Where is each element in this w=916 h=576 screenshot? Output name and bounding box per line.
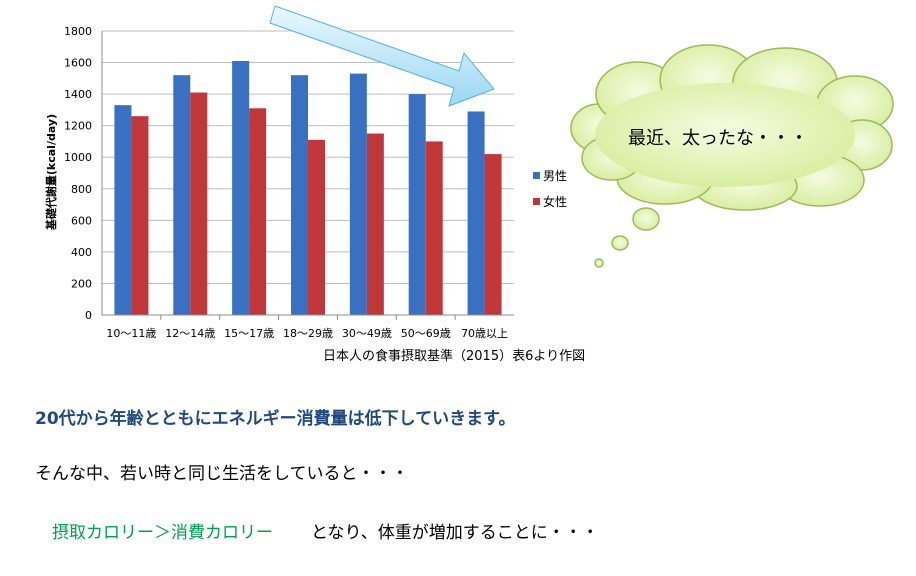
bar-male [232, 60, 250, 315]
bar-male [173, 75, 191, 315]
bar-female [249, 108, 267, 315]
x-tick-label: 50～69歳 [401, 327, 451, 340]
y-tick-label: 1200 [64, 120, 92, 133]
bar-female [425, 141, 443, 315]
conclusion-text: 摂取カロリー＞消費カロリー となり、体重が増加することに・・・ [52, 518, 599, 543]
y-tick-label: 200 [71, 277, 92, 290]
bar-female [190, 92, 208, 316]
bar-female [131, 116, 149, 315]
bar-female [308, 139, 325, 315]
legend-swatch-male [533, 171, 540, 179]
bar-male [349, 73, 367, 315]
bar-female [484, 154, 502, 315]
x-tick-label: 30～49歳 [342, 327, 392, 340]
legend-label-male: 男性 [543, 168, 568, 183]
x-tick-label: 10～11歳 [106, 327, 156, 340]
thought-bubble-text: 最近、太ったな・・・ [628, 128, 808, 149]
bar-male [114, 105, 132, 316]
x-tick-label: 18～29歳 [283, 327, 333, 340]
bar-male [291, 75, 308, 315]
x-tick-label: 15～17歳 [224, 327, 274, 340]
bar-male [408, 94, 426, 315]
y-tick-labels: 0 200 400 600 800 1000 1200 1400 1600 1800 [64, 25, 92, 322]
conclusion-rest: となり、体重が増加することに・・・ [311, 523, 599, 543]
legend-label-female: 女性 [543, 194, 568, 209]
calorie-comparison: 摂取カロリー＞消費カロリー [52, 523, 273, 543]
y-tick-label: 1000 [64, 151, 92, 164]
body-text: そんな中、若い時と同じ生活をしていると・・・ [35, 464, 409, 484]
x-tick-labels: 10～11歳 12～14歳 15～17歳 18～29歳 30～49歳 50～69歳 70歳以… [106, 327, 508, 340]
y-tick-label: 1800 [64, 25, 92, 38]
y-axis-label: 基礎代謝量(kcal/day) [44, 114, 58, 231]
trend-arrow-shape [269, 5, 495, 107]
legend-swatch-female [533, 197, 540, 205]
legend-item-male: 男性 [533, 162, 567, 188]
legend: 男性 女性 [533, 162, 567, 214]
legend-item-female: 女性 [533, 188, 567, 214]
x-tick-label: 70歳以上 [461, 327, 508, 340]
bar-female [366, 133, 384, 315]
y-tick-label: 600 [71, 214, 92, 227]
y-tick-label: 1400 [64, 88, 92, 101]
y-tick-label: 800 [71, 183, 92, 196]
y-tick-label: 1600 [64, 57, 92, 70]
y-tick-label: 0 [85, 309, 92, 322]
x-tick-label: 12～14歳 [165, 327, 215, 340]
y-tick-label: 400 [71, 246, 92, 259]
thought-cloud-shape [570, 44, 894, 268]
bar-male [467, 111, 485, 315]
axes [101, 31, 514, 320]
headline-text: 20代から年齢とともにエネルギー消費量は低下していきます。 [35, 409, 516, 429]
source-note: 日本人の食事摂取基準（2015）表6より作図 [323, 349, 586, 364]
bars [114, 60, 502, 316]
